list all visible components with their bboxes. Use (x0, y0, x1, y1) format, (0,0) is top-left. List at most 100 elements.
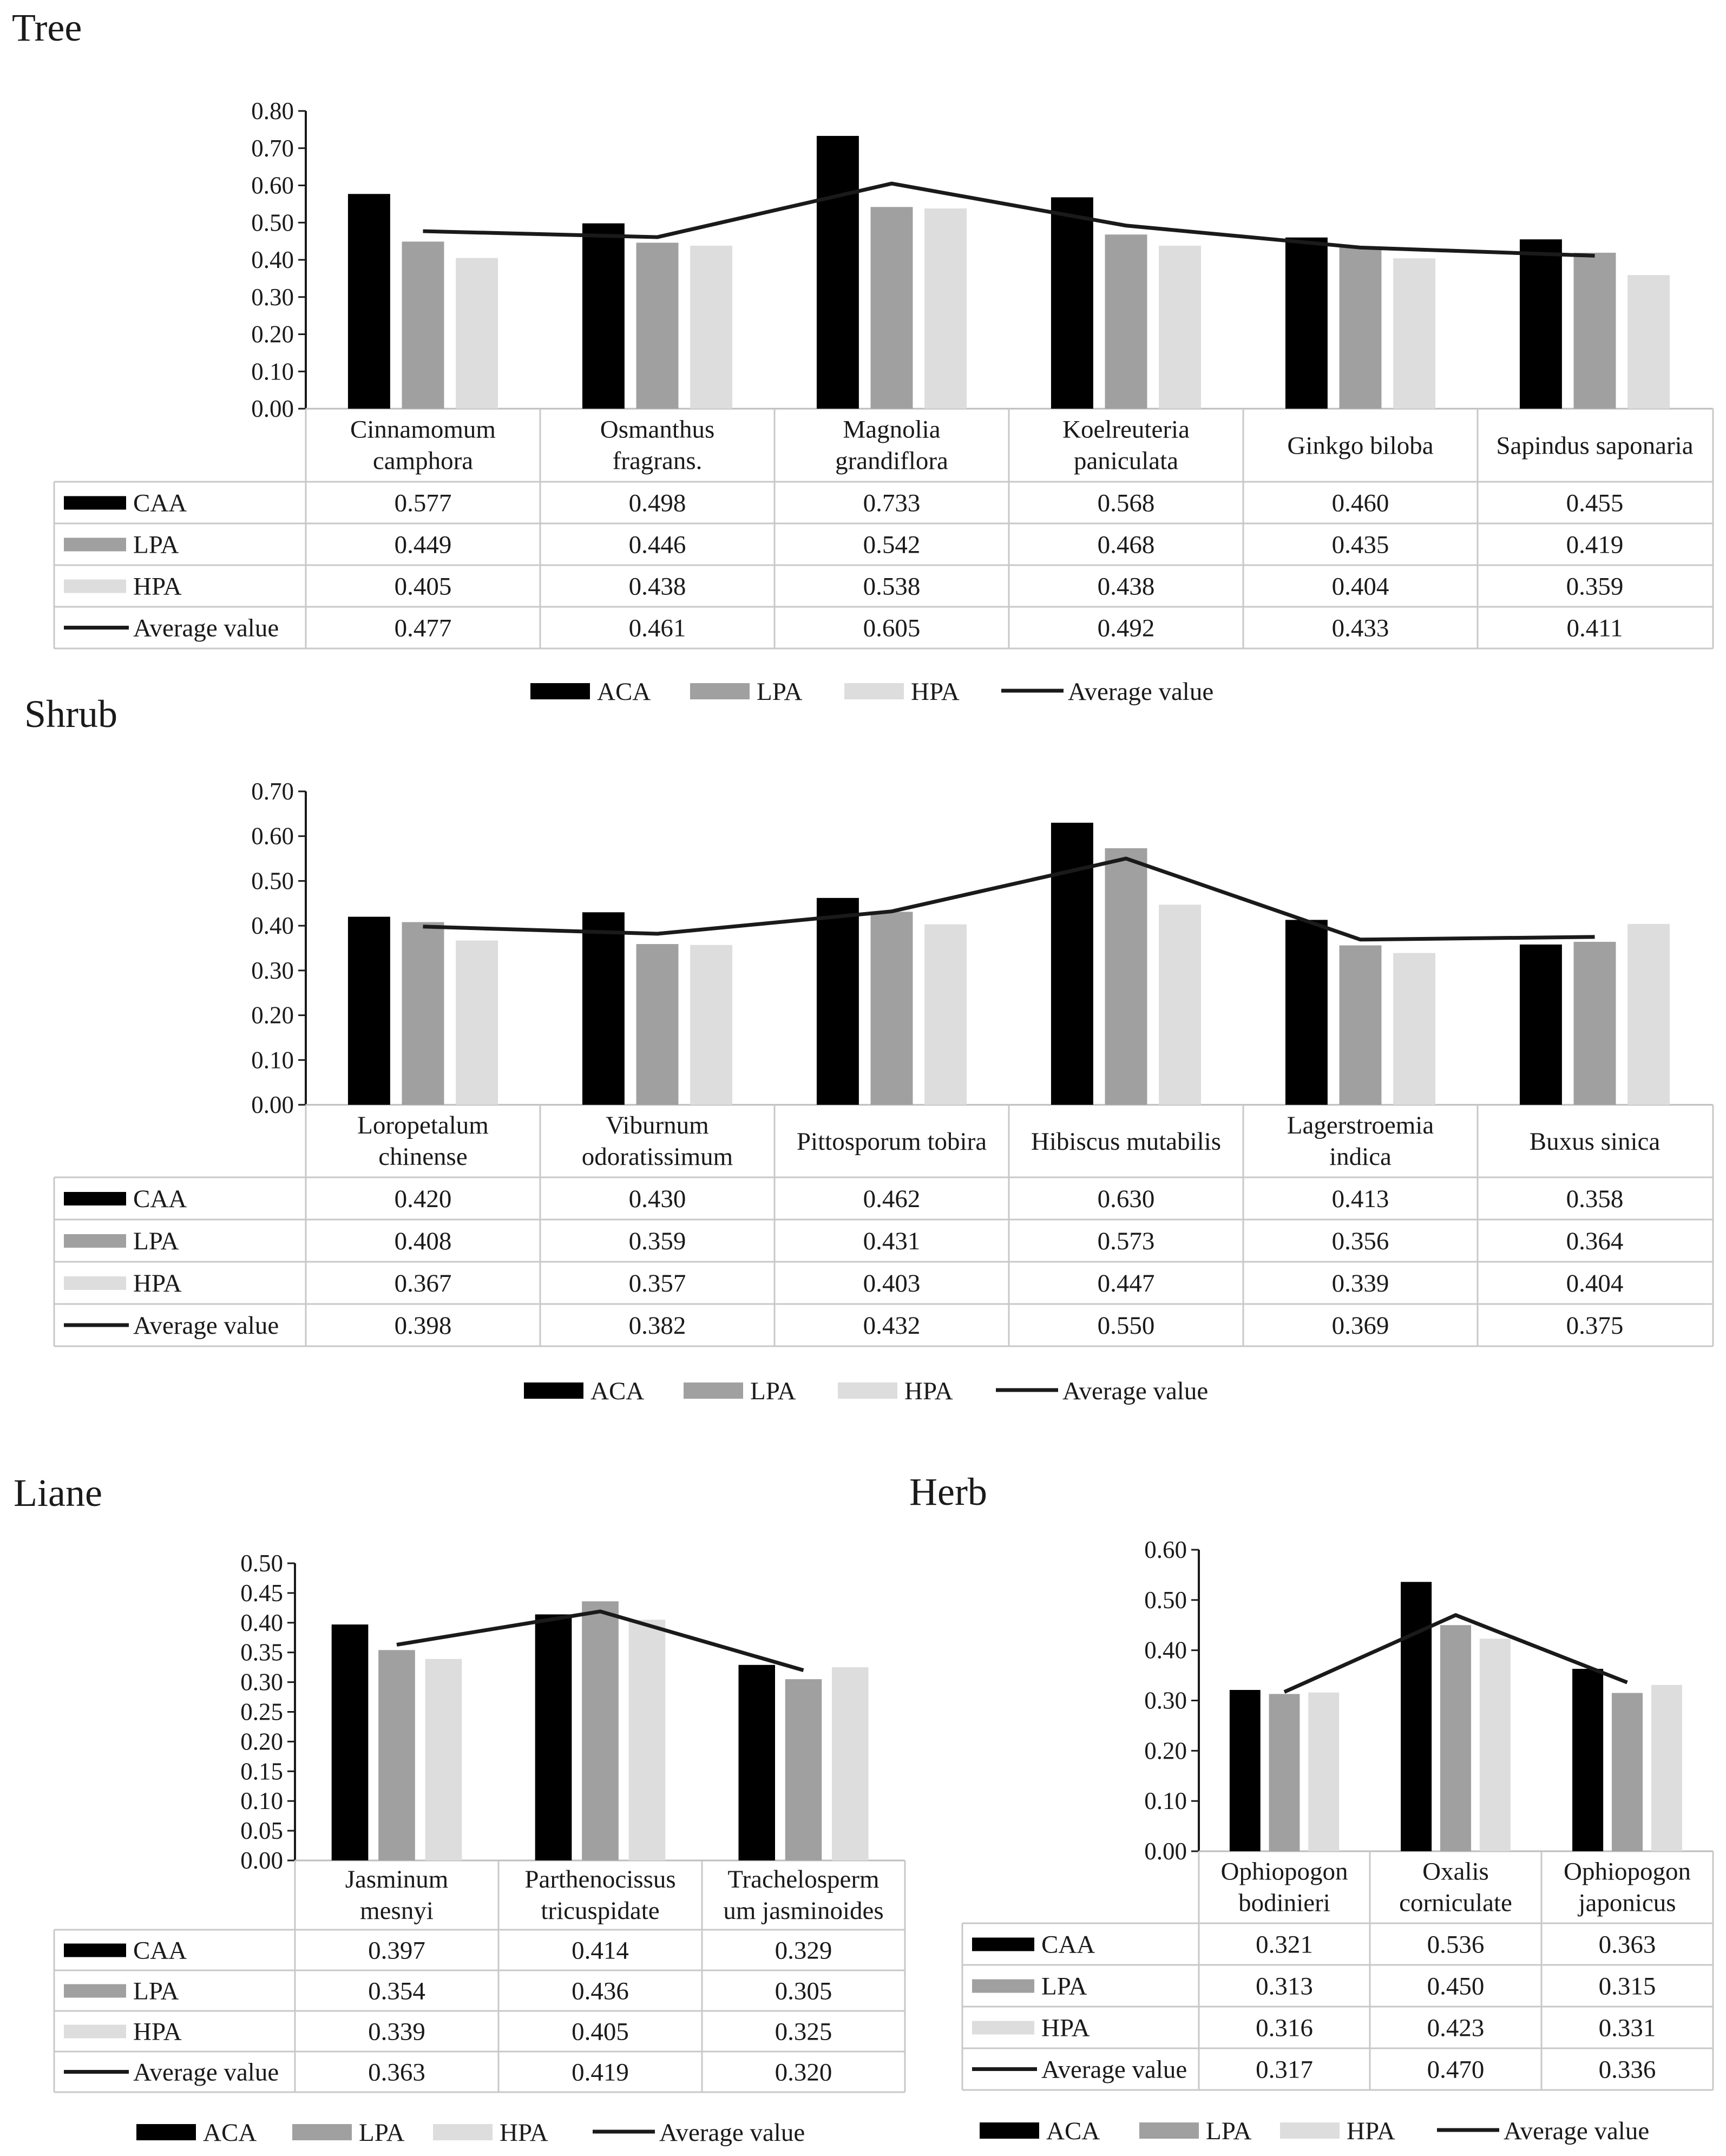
tree-bar-caa (1051, 197, 1093, 409)
shrub-bar-lpa (636, 944, 679, 1105)
liane-y-tick-label: 0.40 (240, 1609, 283, 1636)
herb-category-label: Ophiopogon (1221, 1858, 1348, 1886)
herb-bar-hpa (1651, 1685, 1682, 1851)
liane-bar-lpa (582, 1601, 619, 1860)
shrub-data-label: 0.630 (1098, 1185, 1155, 1213)
tree-row-label: Average value (133, 614, 279, 643)
liane-y-tick-label: 0.00 (240, 1847, 283, 1874)
shrub-category-label: Hibiscus mutabilis (1031, 1128, 1221, 1156)
shrub-row-label: LPA (133, 1227, 179, 1255)
shrub-legend-label: HPA (904, 1377, 953, 1405)
tree-category-label: camphora (373, 447, 473, 475)
herb-bar-caa (1229, 1690, 1261, 1851)
liane-data-label: 0.354 (368, 1977, 425, 2006)
shrub-legend-label: ACA (590, 1377, 644, 1405)
shrub-data-label: 0.413 (1332, 1185, 1389, 1213)
tree-bar-hpa (456, 258, 498, 409)
shrub-bar-lpa (1573, 941, 1616, 1105)
tree-legend-key-lpa (690, 683, 750, 699)
shrub-y-tick-label: 0.00 (251, 1091, 294, 1118)
liane-bar-lpa (785, 1679, 822, 1860)
tree-bar-hpa (1393, 258, 1436, 409)
herb-data-label: 0.363 (1599, 1931, 1656, 1959)
herb-category-label: japonicus (1577, 1889, 1676, 1917)
tree-bar-caa (816, 136, 859, 409)
shrub-table-key-lpa (64, 1234, 126, 1248)
tree-bar-hpa (924, 208, 967, 409)
shrub-y-tick-label: 0.40 (251, 912, 294, 939)
liane-bar-hpa (628, 1620, 666, 1860)
herb-bar-lpa (1269, 1694, 1300, 1851)
tree-data-label: 0.411 (1566, 614, 1623, 643)
shrub-bar-hpa (1627, 923, 1670, 1105)
herb-y-tick-label: 0.30 (1144, 1687, 1187, 1714)
shrub-data-label: 0.369 (1332, 1312, 1389, 1340)
tree-data-label: 0.449 (395, 531, 452, 559)
liane-y-tick-label: 0.20 (240, 1728, 283, 1755)
liane-data-label: 0.436 (572, 1977, 629, 2006)
shrub-data-label: 0.420 (395, 1185, 452, 1213)
liane-y-tick-label: 0.35 (240, 1639, 283, 1666)
tree-table-key-caa (64, 496, 126, 510)
shrub-bar-caa (347, 916, 390, 1105)
herb-category-label: bodinieri (1238, 1889, 1330, 1917)
shrub-bar-hpa (456, 940, 498, 1105)
shrub-data-label: 0.550 (1098, 1312, 1155, 1340)
tree-category-label: Ginkgo biloba (1287, 432, 1433, 460)
tree-data-label: 0.538 (863, 573, 921, 601)
tree-legend-key-hpa (844, 683, 904, 699)
herb-bar-hpa (1479, 1639, 1511, 1851)
liane-category-label: mesnyi (360, 1897, 434, 1925)
shrub-data-label: 0.382 (629, 1312, 686, 1340)
herb-bar-hpa (1308, 1692, 1340, 1851)
herb-row-label: HPA (1041, 2014, 1090, 2042)
shrub-y-tick-label: 0.10 (251, 1046, 294, 1073)
shrub-title: Shrub (24, 692, 117, 736)
herb-legend-key-aca (980, 2122, 1039, 2139)
tree-average-line (423, 181, 1595, 258)
tree-y-tick-label: 0.60 (251, 172, 294, 199)
shrub-data-label: 0.432 (863, 1312, 921, 1340)
tree-bar-caa (582, 223, 625, 409)
shrub-data-label: 0.431 (863, 1227, 921, 1255)
herb-y-tick-label: 0.60 (1144, 1536, 1187, 1563)
herb-legend-key-lpa (1139, 2122, 1199, 2139)
shrub-row-label: CAA (133, 1185, 187, 1213)
liane-title: Liane (14, 1471, 102, 1515)
liane-category-label: Jasminum (345, 1865, 449, 1893)
liane-average-line (396, 1609, 804, 1673)
tree-bar-lpa (1339, 246, 1382, 409)
herb-bar-lpa (1440, 1625, 1472, 1851)
liane-y-tick-label: 0.15 (240, 1758, 283, 1785)
herb-legend-label: ACA (1046, 2117, 1100, 2145)
herb-row-label: LPA (1041, 1972, 1087, 2001)
herb-title: Herb (909, 1470, 987, 1513)
tree-bar-caa (1519, 239, 1562, 409)
tree-data-label: 0.577 (395, 489, 452, 517)
liane-data-label: 0.397 (368, 1937, 425, 1965)
liane-data-label: 0.363 (368, 2059, 425, 2087)
liane-category-label: tricuspidate (541, 1897, 659, 1925)
tree-category-label: Cinnamomum (350, 416, 496, 444)
shrub-data-label: 0.357 (629, 1269, 686, 1297)
tree-y-tick-label: 0.50 (251, 209, 294, 236)
tree-y-tick-label: 0.40 (251, 246, 294, 273)
tree-legend-label: LPA (757, 678, 803, 706)
liane-bar-caa (535, 1614, 572, 1860)
liane-data-label: 0.329 (775, 1937, 832, 1965)
herb-data-label: 0.331 (1599, 2014, 1656, 2042)
tree-data-label: 0.446 (629, 531, 686, 559)
liane-chart: Liane 0.00 0.05 0.100.15 0.200.25 0.30 0.35 0.4… (14, 1471, 906, 2147)
liane-category-label: Trachelosperm (727, 1865, 879, 1893)
liane-table-key-caa (64, 1943, 126, 1957)
tree-chart: Tree 0.00 0.10 0.20 0.30 0.40 0.50 0.60 0.70 0.80… (12, 6, 1714, 706)
tree-category-label: Sapindus saponaria (1496, 432, 1693, 460)
shrub-category-label: Buxus sinica (1530, 1128, 1661, 1156)
herb-legend-label: Average value (1504, 2117, 1649, 2145)
tree-data-label: 0.542 (863, 531, 921, 559)
shrub-bar-caa (1285, 920, 1328, 1105)
shrub-bar-caa (816, 897, 859, 1105)
liane-data-label: 0.325 (775, 2018, 832, 2046)
shrub-bar-caa (1519, 944, 1562, 1105)
liane-y-tick-label: 0.10 (240, 1787, 283, 1814)
